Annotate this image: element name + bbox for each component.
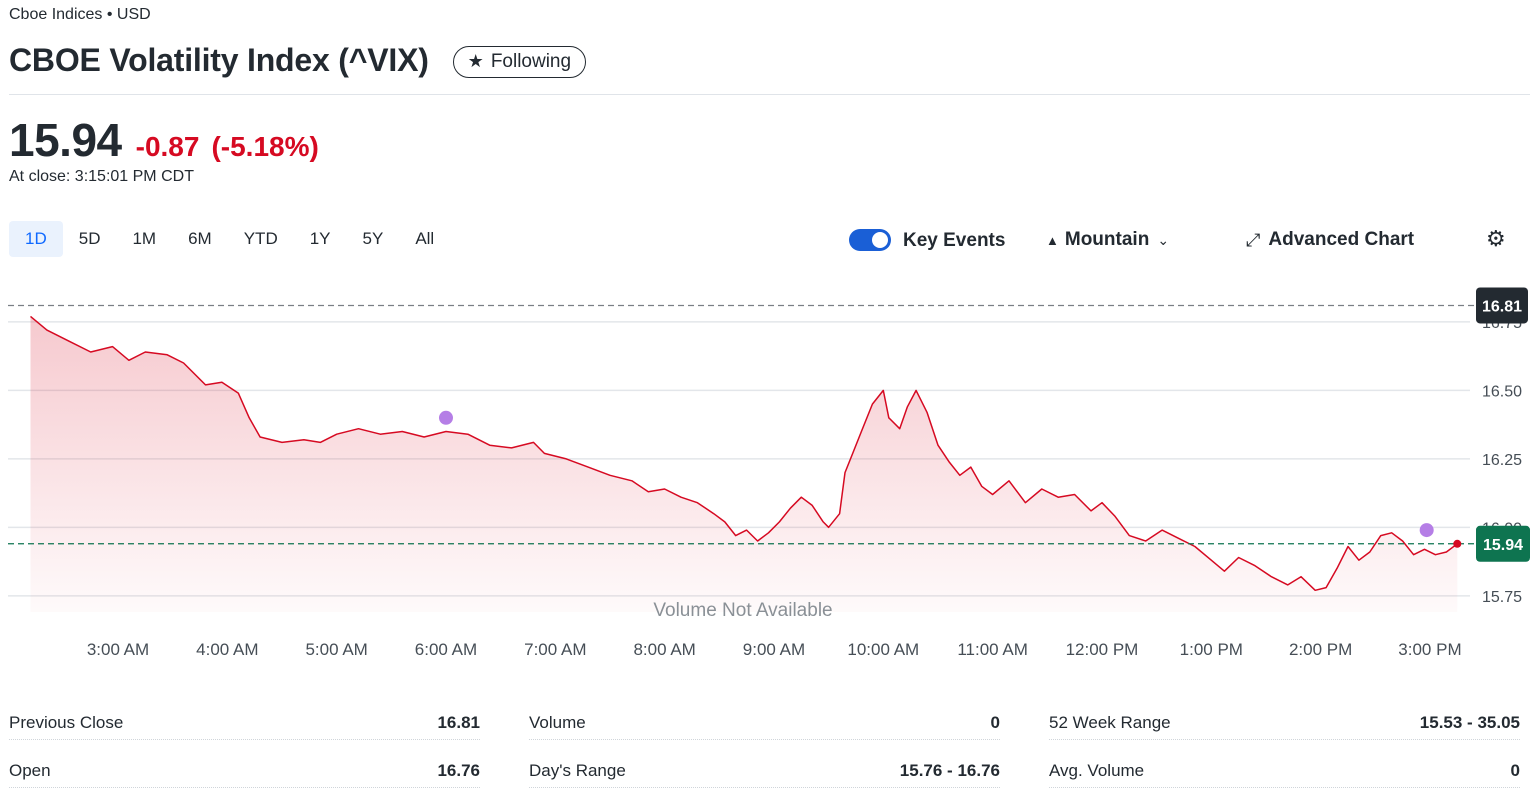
range-tab-5d[interactable]: 5D [78, 229, 101, 248]
stat-label: Open [9, 760, 51, 780]
range-tab-all[interactable]: All [415, 229, 435, 248]
star-icon: ★ [467, 51, 484, 71]
stat-value: 0 [1510, 760, 1520, 780]
y-tick-label: 16.50 [1482, 383, 1522, 400]
stat-row: 52 Week Range 15.53 - 35.05 [1049, 706, 1520, 740]
y-tick-label: 15.75 [1482, 589, 1522, 606]
stat-row: Avg. Volume 0 [1049, 754, 1520, 788]
chart-type-label: Mountain [1064, 229, 1150, 250]
range-tab-1y[interactable]: 1Y [309, 229, 331, 248]
last-price-label: 15.94 [1483, 537, 1523, 554]
x-tick-label: 9:00 AM [743, 640, 805, 659]
x-tick-label: 12:00 PM [1066, 640, 1139, 659]
x-tick-label: 4:00 AM [196, 640, 258, 659]
stat-value: 15.76 - 16.76 [899, 760, 1000, 780]
stat-label: Previous Close [9, 712, 124, 732]
x-tick-label: 8:00 AM [633, 640, 695, 659]
last-price: 15.94 [9, 114, 122, 166]
toggle-knob [872, 232, 888, 248]
range-tab-1d[interactable]: 1D [9, 221, 63, 257]
x-tick-label: 11:00 AM [957, 640, 1028, 659]
x-tick-label: 6:00 AM [415, 640, 477, 659]
chart-type-dropdown[interactable]: ▲ Mountain ⌄ [1046, 229, 1169, 251]
chart-toolbar: Key Events ▲ Mountain ⌄ ⤢ Advanced Chart… [848, 222, 1537, 258]
stat-label: Day's Range [529, 760, 626, 780]
volume-note: Volume Not Available [653, 600, 832, 621]
stat-row: Open 16.76 [9, 754, 480, 788]
x-tick-label: 5:00 AM [305, 640, 367, 659]
exchange-label: Cboe Indices • USD [9, 6, 151, 23]
stat-value: 16.76 [437, 760, 480, 780]
x-tick-label: 3:00 AM [87, 640, 149, 659]
last-point-marker [1453, 539, 1462, 548]
stat-label: Volume [529, 712, 586, 732]
range-tab-ytd[interactable]: YTD [243, 229, 278, 248]
x-tick-label: 7:00 AM [524, 640, 586, 659]
stat-row: Volume 0 [529, 706, 1000, 740]
title-row: CBOE Volatility Index (^VIX) ★ Following [9, 42, 587, 79]
range-tabs: 1D 5D 1M 6M YTD 1Y 5Y All [9, 221, 450, 257]
x-tick-label: 2:00 PM [1289, 640, 1352, 659]
quote-row: 15.94 -0.87 (-5.18%) [9, 113, 319, 167]
expand-icon: ⤢ [1246, 229, 1261, 250]
price-chart[interactable]: 16.7516.5016.2516.0015.7516.8115.94Volum… [0, 280, 1537, 675]
key-event-marker [438, 410, 453, 425]
x-tick-label: 10:00 AM [847, 640, 919, 659]
key-event-marker [1419, 523, 1434, 538]
mountain-icon: ▲ [1046, 232, 1059, 248]
chevron-down-icon: ⌄ [1157, 231, 1170, 248]
last-price-badge [1476, 525, 1530, 562]
stat-row: Previous Close 16.81 [9, 706, 480, 740]
advanced-chart-button[interactable]: ⤢ Advanced Chart [1246, 229, 1414, 251]
range-tab-5y[interactable]: 5Y [362, 229, 384, 248]
previous-close-badge [1476, 287, 1528, 324]
page-title: CBOE Volatility Index (^VIX) [9, 42, 429, 78]
header-divider [9, 94, 1530, 95]
stat-row: Day's Range 15.76 - 16.76 [529, 754, 1000, 788]
key-events-label[interactable]: Key Events [903, 230, 1006, 251]
price-line [30, 315, 1458, 592]
previous-close-label: 16.81 [1482, 298, 1522, 315]
x-tick-label: 3:00 PM [1398, 640, 1461, 659]
gear-icon[interactable]: ⚙ [1486, 226, 1506, 251]
x-tick-label: 1:00 PM [1180, 640, 1243, 659]
close-time: At close: 3:15:01 PM CDT [9, 168, 194, 185]
following-button[interactable]: ★ Following [452, 45, 587, 78]
following-label: Following [490, 50, 572, 72]
advanced-chart-label: Advanced Chart [1268, 229, 1415, 250]
key-events-toggle[interactable] [849, 229, 891, 251]
price-change-percent: (-5.18%) [211, 131, 319, 162]
stat-value: 15.53 - 35.05 [1419, 712, 1520, 732]
price-area [30, 316, 1458, 612]
stat-label: Avg. Volume [1049, 760, 1145, 780]
stat-value: 16.81 [437, 712, 480, 732]
y-tick-label: 16.25 [1482, 452, 1522, 469]
stat-value: 0 [990, 712, 1000, 732]
stat-label: 52 Week Range [1049, 712, 1171, 732]
range-tab-1m[interactable]: 1M [132, 229, 157, 248]
price-change: -0.87 [135, 131, 200, 162]
range-tab-6m[interactable]: 6M [188, 229, 212, 248]
